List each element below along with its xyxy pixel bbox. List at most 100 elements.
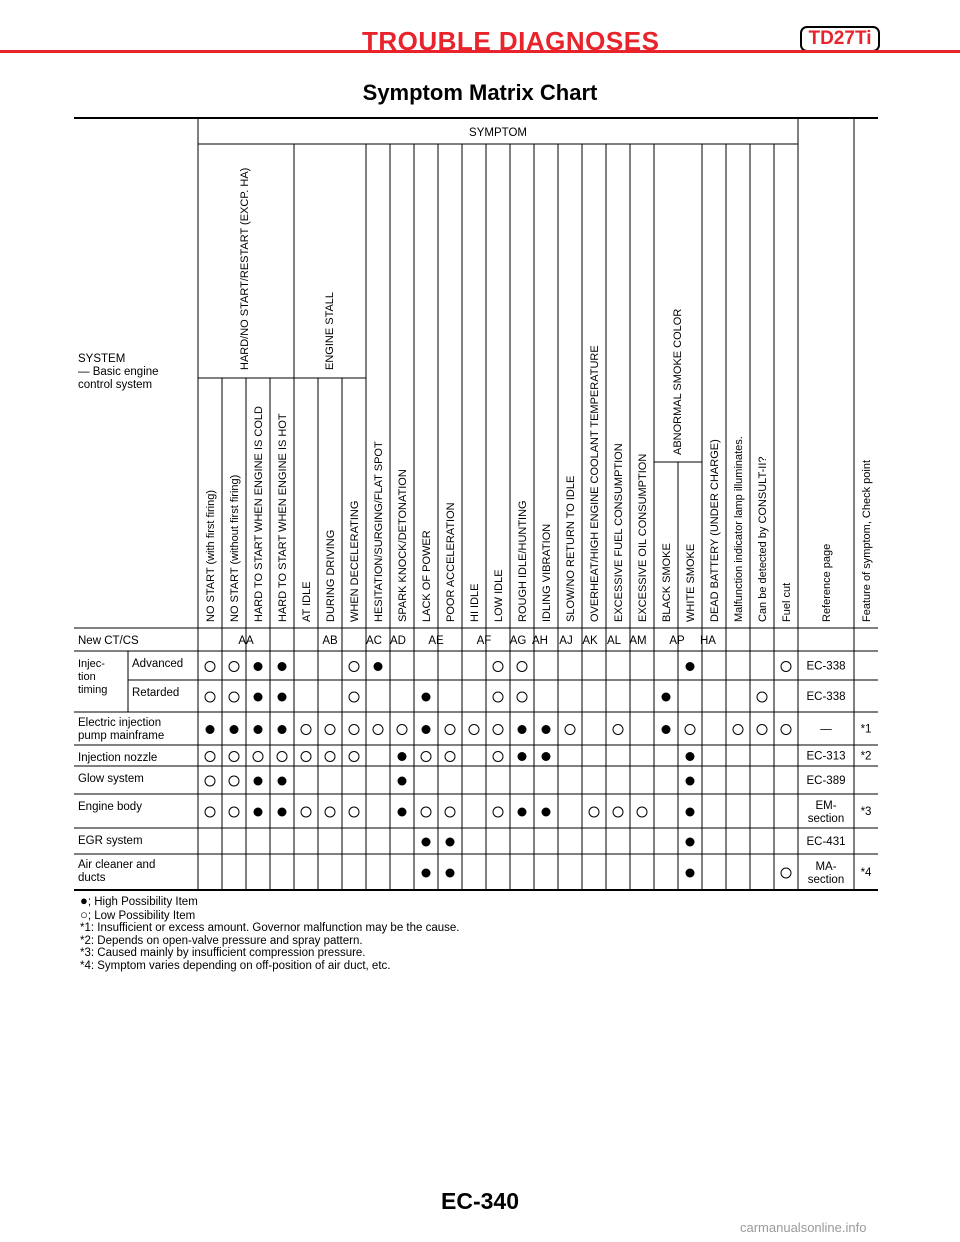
- low-possibility-mark: [756, 724, 768, 735]
- low-possibility-mark: [468, 724, 480, 735]
- feature-note: *4: [861, 867, 872, 879]
- system-label: EGR system: [78, 835, 143, 847]
- low-possibility-mark: [612, 724, 624, 735]
- column-label: POOR ACCELERATION: [445, 502, 457, 622]
- low-possibility-mark: [348, 691, 360, 703]
- low-possibility-mark: [612, 806, 624, 818]
- ctcs-code: AK: [582, 635, 598, 647]
- low-possibility-mark: [420, 806, 432, 818]
- low-possibility-mark: [636, 806, 648, 818]
- ctcs-code: AM: [629, 635, 646, 647]
- high-possibility-mark: [253, 776, 263, 786]
- column-label: IDLING VIBRATION: [541, 524, 553, 622]
- high-possibility-mark: [421, 868, 431, 878]
- low-possibility-mark: [444, 724, 456, 735]
- high-possibility-mark: [445, 837, 455, 847]
- ctcs-code: AA: [238, 635, 254, 647]
- low-possibility-mark: [372, 724, 384, 735]
- low-possibility-mark: [420, 751, 432, 762]
- low-possibility-mark: [444, 806, 456, 818]
- low-possibility-mark: [324, 724, 336, 735]
- low-possibility-mark: [564, 724, 576, 735]
- high-possibility-mark: [661, 725, 671, 734]
- low-possibility-mark: [228, 775, 240, 787]
- high-possibility-mark: [421, 692, 431, 702]
- reference-page: EC-338: [807, 661, 846, 673]
- low-possibility-mark: [492, 724, 504, 735]
- low-possibility-mark: [756, 691, 768, 703]
- reference-page: MA-: [815, 861, 836, 873]
- low-possibility-mark: [444, 751, 456, 762]
- feature-note: *2: [861, 751, 872, 763]
- reference-page: EC-338: [807, 691, 846, 703]
- low-possibility-mark: [300, 806, 312, 818]
- low-possibility-mark: [492, 751, 504, 762]
- high-possibility-mark: [517, 752, 527, 761]
- low-possibility-mark: [204, 751, 216, 762]
- ctcs-code: AB: [322, 635, 338, 647]
- low-possibility-mark: [228, 751, 240, 762]
- low-possibility-mark: [348, 661, 360, 672]
- column-label: EXCESSIVE FUEL CONSUMPTION: [613, 443, 625, 622]
- legend: ●; High Possibility Item ○; Low Possibil…: [80, 893, 460, 973]
- low-possibility-mark: [732, 724, 744, 735]
- column-label: HARD TO START WHEN ENGINE IS HOT: [277, 413, 289, 622]
- note-1: *1: Insufficient or excess amount. Gover…: [80, 922, 460, 935]
- group-label-engine-stall: ENGINE STALL: [324, 292, 336, 370]
- system-label: Advanced: [132, 658, 183, 670]
- high-possibility-mark: [277, 692, 287, 702]
- low-possibility-mark: [204, 806, 216, 818]
- high-possibility-mark: [373, 662, 383, 671]
- ctcs-code: AD: [390, 635, 406, 647]
- high-possibility-mark: [277, 807, 287, 817]
- low-possibility-mark: [348, 751, 360, 762]
- ctcs-code: AH: [532, 635, 548, 647]
- high-possibility-mark: [685, 807, 695, 817]
- high-possibility-mark: [397, 807, 407, 817]
- legend-high-text: ; High Possibility Item: [87, 896, 198, 908]
- column-label: Reference page: [821, 544, 833, 622]
- corner-label-line: SYSTEM: [78, 353, 125, 365]
- high-possibility-mark: [421, 837, 431, 847]
- reference-page: EM-: [815, 800, 836, 812]
- reference-page: EC-313: [807, 751, 846, 763]
- reference-page: section: [808, 874, 844, 886]
- high-possibility-mark: [205, 725, 215, 734]
- low-possibility-mark: [780, 661, 792, 672]
- column-label: SLOW/NO RETURN TO IDLE: [565, 476, 577, 622]
- low-possibility-mark: [324, 751, 336, 762]
- column-label: LOW IDLE: [493, 569, 505, 622]
- system-label: Electric injection: [78, 717, 161, 729]
- note-3: *3: Caused mainly by insufficient compre…: [80, 947, 366, 960]
- high-possibility-mark: [253, 725, 263, 734]
- group-label-hard-start: HARD/NO START/RESTART (EXCP. HA): [239, 168, 251, 370]
- low-possibility-mark: [204, 775, 216, 787]
- column-label: HARD TO START WHEN ENGINE IS COLD: [253, 406, 265, 622]
- low-possibility-mark: [300, 724, 312, 735]
- high-possibility-mark: [397, 752, 407, 761]
- page-title: Symptom Matrix Chart: [362, 80, 598, 105]
- high-possibility-mark: [277, 725, 287, 734]
- system-label: Injection nozzle: [78, 752, 157, 764]
- ctcs-code: HA: [700, 635, 716, 647]
- ctcs-code: AE: [428, 635, 444, 647]
- low-possibility-mark: [780, 724, 792, 735]
- symptom-group-header: SYMPTOM: [469, 127, 527, 139]
- low-possibility-mark: [348, 724, 360, 735]
- ctcs-code: AF: [477, 635, 492, 647]
- low-possibility-mark: [204, 661, 216, 672]
- system-label: Air cleaner and: [78, 859, 155, 871]
- high-possibility-mark: [685, 776, 695, 786]
- legend-low: ○; Low Possibility Item: [80, 906, 196, 922]
- low-possibility-mark: [228, 691, 240, 703]
- legend-high: ●; High Possibility Item: [80, 893, 198, 908]
- high-possibility-mark: [517, 807, 527, 817]
- corner-label-line: — Basic engine: [78, 366, 159, 378]
- high-possibility-mark: [685, 868, 695, 878]
- injection-timing-label: tion: [78, 671, 96, 683]
- column-label: NO START (with first firing): [205, 490, 217, 622]
- column-label: HESITATION/SURGING/FLAT SPOT: [373, 441, 385, 622]
- high-possibility-mark: [661, 692, 671, 702]
- feature-note: *3: [861, 806, 872, 818]
